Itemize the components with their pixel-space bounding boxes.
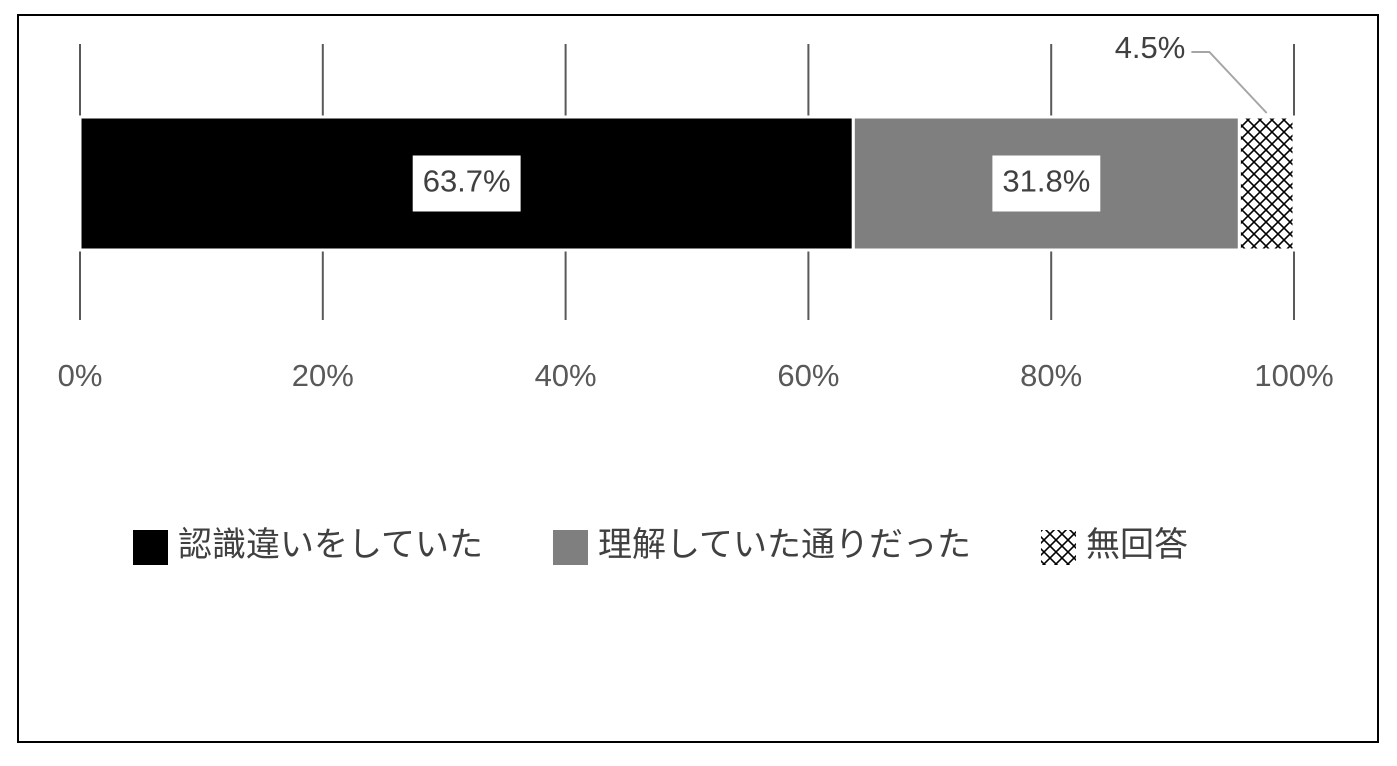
legend-label: 理解していた通りだった	[598, 526, 971, 564]
x-tick-label: 0%	[58, 358, 103, 393]
legend-swatch	[1040, 530, 1076, 565]
data-label: 63.7%	[423, 164, 511, 199]
label-box	[992, 155, 1101, 212]
label-box	[412, 155, 521, 212]
legend-swatch	[552, 530, 588, 565]
x-tick-label: 100%	[1254, 358, 1333, 393]
data-label: 31.8%	[1002, 164, 1090, 199]
x-tick-label: 20%	[292, 358, 354, 393]
legend-label: 認識違いをしていた	[178, 526, 483, 564]
leader-line	[1191, 51, 1268, 114]
legend-swatch	[133, 530, 168, 565]
x-tick-label: 80%	[1020, 358, 1082, 393]
x-tick-label: 40%	[535, 358, 597, 393]
data-label: 4.5%	[1115, 30, 1186, 65]
legend-label: 無回答	[1086, 526, 1188, 564]
x-tick-label: 60%	[777, 358, 839, 393]
bar-segment	[1237, 115, 1296, 252]
